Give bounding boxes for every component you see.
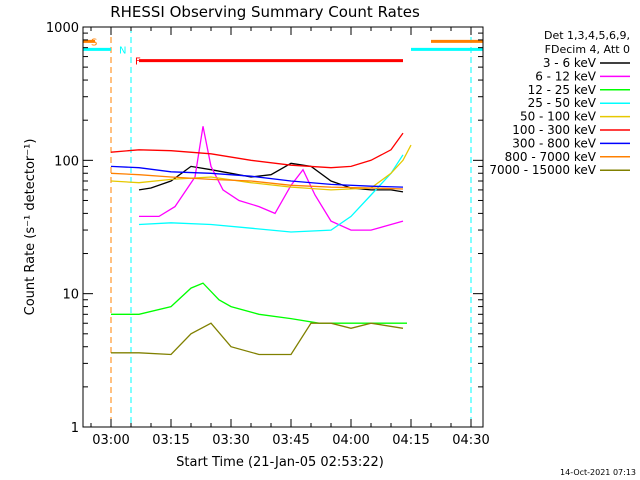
series-line-1 (139, 126, 404, 231)
x-tick-label-5: 04:15 (392, 433, 429, 448)
y-axis-label: Count Rate (s⁻¹ detector⁻¹) (23, 139, 38, 316)
x-tick-label-3: 03:45 (272, 433, 309, 448)
annotation-n: N (119, 45, 126, 56)
series-line-5 (110, 132, 404, 169)
legend-header-line-1: Det 1,3,4,5,6,9, (544, 29, 630, 42)
chart-title: RHESSI Observing Summary Count Rates (110, 3, 420, 21)
x-tick-label-4: 04:00 (332, 433, 369, 448)
x-tick-label-1: 03:15 (152, 433, 189, 448)
legend-label-8: 7000 - 15000 keV (489, 163, 596, 177)
x-ticks: 03:00 03:15 03:30 03:45 04:00 04:15 04:30 (90, 27, 490, 448)
x-tick-label-2: 03:30 (212, 433, 249, 448)
legend-label-3: 25 - 50 keV (528, 96, 597, 110)
x-tick-label-0: 03:00 (92, 433, 129, 448)
legend-label-0: 3 - 6 keV (543, 56, 597, 70)
series-line-6 (110, 165, 404, 188)
x-axis-label: Start Time (21-Jan-05 02:53:22) (176, 455, 384, 470)
series-line-3 (138, 154, 404, 233)
legend-label-5: 100 - 300 keV (512, 123, 596, 137)
legend-header-line-2: FDecim 4, Att 0 (545, 43, 630, 56)
annotation-s: S (91, 37, 97, 48)
y-ticks: 1 10 100 1000 (46, 21, 483, 436)
y-tick-label-3: 1000 (46, 21, 79, 36)
y-tick-label-0: 1 (71, 421, 79, 436)
x-tick-label-6: 04:30 (452, 433, 489, 448)
annotation-f: F (135, 57, 141, 68)
series-line-0 (138, 162, 404, 193)
series-line-2 (111, 282, 407, 324)
legend-label-6: 300 - 800 keV (512, 136, 596, 150)
footer-date: 14-Oct-2021 07:13 (560, 468, 636, 477)
plot-area: S NF (83, 27, 483, 427)
series-line-4 (110, 144, 412, 191)
legend-label-4: 50 - 100 keV (520, 110, 597, 124)
series-line-7 (110, 172, 404, 190)
legend-label-2: 12 - 25 keV (528, 83, 597, 97)
legend-label-7: 800 - 7000 keV (505, 150, 597, 164)
legend-label-1: 6 - 12 keV (535, 69, 597, 83)
plot-frame (82, 26, 484, 428)
y-tick-label-2: 100 (54, 154, 79, 169)
series-line-8 (111, 322, 404, 356)
y-tick-label-1: 10 (62, 288, 79, 303)
